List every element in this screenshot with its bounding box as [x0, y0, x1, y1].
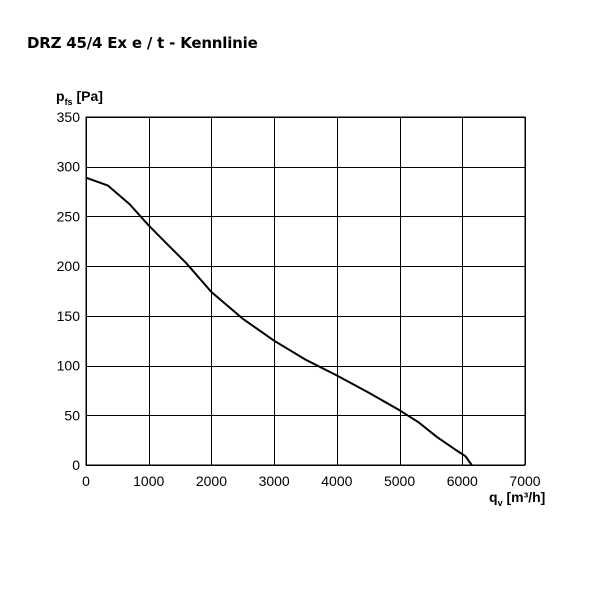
x-axis-label-unit: [m³/h] [503, 489, 546, 505]
y-axis-label-main: p [56, 88, 65, 104]
grid [86, 117, 526, 466]
y-axis-label-unit: [Pa] [73, 88, 103, 104]
x-tick-label: 0 [82, 473, 90, 489]
x-tick-labels: 0 1000 2000 3000 4000 5000 6000 7000 [82, 473, 541, 489]
series-line [85, 176, 473, 466]
y-tick-label: 350 [57, 109, 81, 125]
y-tick-labels: 0 50 100 150 200 250 300 350 [57, 109, 81, 473]
y-tick-label: 50 [64, 407, 80, 423]
y-tick-label: 200 [57, 258, 81, 274]
x-axis-label-main: q [489, 489, 498, 505]
y-tick-label: 100 [57, 358, 81, 374]
chart-title: DRZ 45/4 Ex e / t - Kennlinie [27, 34, 258, 52]
x-axis-label: qv [m³/h] [489, 489, 545, 508]
x-axis-label-sub: v [498, 498, 503, 508]
x-tick-label: 2000 [196, 473, 227, 489]
y-tick-label: 300 [57, 159, 81, 175]
x-tick-label: 5000 [384, 473, 415, 489]
x-tick-label: 7000 [509, 473, 540, 489]
y-axis-label: pfs [Pa] [56, 88, 103, 107]
plot-frame [85, 116, 526, 466]
y-tick-label: 0 [72, 457, 80, 473]
y-axis-label-sub: fs [65, 97, 73, 107]
x-tick-label: 3000 [259, 473, 290, 489]
x-tick-label: 4000 [321, 473, 352, 489]
x-tick-label: 1000 [133, 473, 164, 489]
y-tick-label: 250 [57, 208, 81, 224]
x-tick-label: 6000 [447, 473, 478, 489]
y-tick-label: 150 [57, 308, 81, 324]
